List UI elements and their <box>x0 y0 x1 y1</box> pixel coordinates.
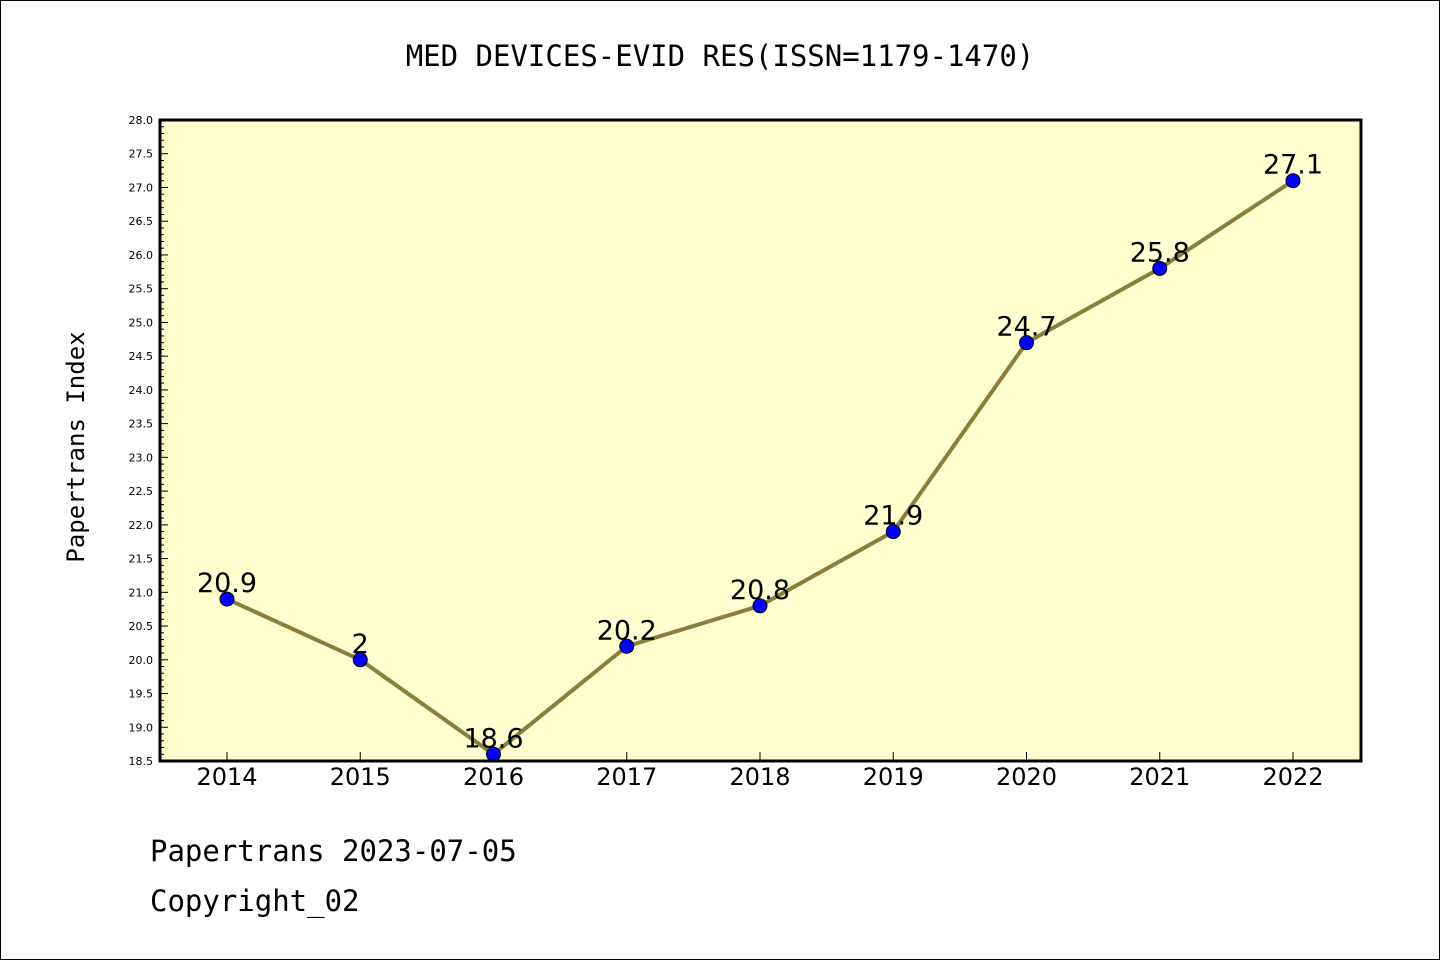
y-tick-label: 28.0 <box>129 114 154 127</box>
data-label: 18.6 <box>463 723 523 754</box>
data-point <box>752 598 768 614</box>
data-point <box>1152 260 1168 276</box>
data-point <box>1285 173 1301 189</box>
y-tick-label: 23.0 <box>129 451 154 464</box>
x-tick-label: 2014 <box>196 763 257 791</box>
y-tick-label: 25.5 <box>129 283 154 296</box>
data-label: 20.2 <box>597 615 657 646</box>
data-point <box>219 591 235 607</box>
y-tick-label: 22.0 <box>129 519 154 532</box>
x-tick-label: 2021 <box>1129 763 1190 791</box>
data-label: 24.7 <box>996 312 1056 343</box>
x-tick-label: 2016 <box>463 763 524 791</box>
data-point <box>885 524 901 540</box>
data-label: 20.8 <box>730 575 790 606</box>
x-tick-label: 2019 <box>863 763 924 791</box>
data-point <box>619 638 635 654</box>
y-tick-label: 24.5 <box>129 350 154 363</box>
y-tick-label: 19.5 <box>129 688 154 701</box>
y-tick-label: 20.0 <box>129 654 154 667</box>
data-point <box>352 652 368 668</box>
data-label: 20.9 <box>197 568 257 599</box>
data-point <box>1019 335 1034 351</box>
y-tick-label: 21.5 <box>129 553 154 566</box>
data-label: 27.1 <box>1263 150 1323 181</box>
plot-border <box>158 118 1363 763</box>
y-tick-label: 24.0 <box>129 384 154 397</box>
y-tick-label: 26.5 <box>129 215 154 228</box>
y-tick-label: 23.5 <box>129 418 154 431</box>
x-tick-label: 2020 <box>996 763 1057 791</box>
y-tick-label: 27.5 <box>129 148 154 161</box>
data-label: 21.9 <box>863 501 923 532</box>
y-tick-label: 26.0 <box>129 249 154 262</box>
y-tick-label: 18.5 <box>129 755 154 768</box>
data-label: 2 <box>352 629 369 660</box>
y-tick-label: 21.0 <box>129 586 154 599</box>
chart-title: MED DEVICES-EVID RES(ISSN=1179-1470) <box>406 39 1035 73</box>
source-text: Papertrans 2023-07-05 <box>150 834 517 868</box>
data-label: 25.8 <box>1130 237 1190 268</box>
x-tick-label: 2018 <box>729 763 790 791</box>
plot-area <box>160 120 1361 761</box>
y-tick-label: 22.5 <box>129 485 154 498</box>
x-tick-label: 2015 <box>330 763 391 791</box>
y-axis-label: Papertrans Index <box>62 331 90 562</box>
y-tick-label: 20.5 <box>129 620 154 633</box>
data-labels: 20.9 2 18.6 20.2 20.8 21.9 24.7 25.8 27.1 <box>197 150 1323 755</box>
y-tick-label: 19.0 <box>129 721 154 734</box>
y-axis: 18.5 19.0 19.5 20.0 20.5 21.0 21.5 22.0 22.5 23.0… <box>129 114 168 768</box>
x-tick-label: 2022 <box>1262 763 1323 791</box>
x-tick-label: 2017 <box>596 763 657 791</box>
y-tick-label: 27.0 <box>129 181 154 194</box>
series-markers <box>219 173 1301 762</box>
copyright-text: Copyright_02 <box>150 884 360 918</box>
y-tick-label: 25.0 <box>129 316 154 329</box>
